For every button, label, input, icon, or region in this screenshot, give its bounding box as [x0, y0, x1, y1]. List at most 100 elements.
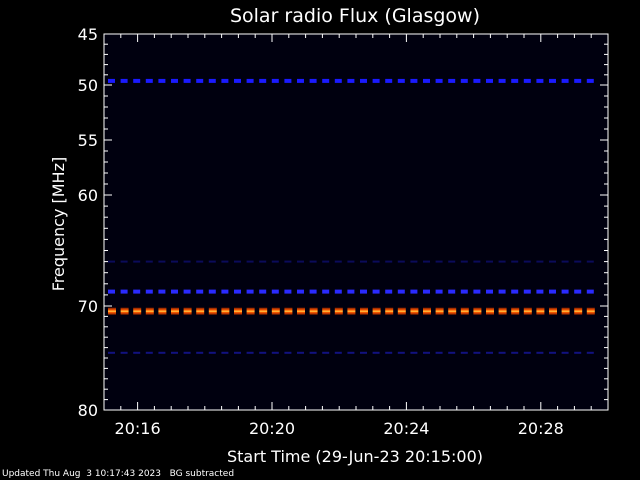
band-segment [208, 78, 216, 83]
band-segment-strong [183, 307, 192, 315]
band-segment [448, 289, 456, 294]
band-segment [523, 78, 531, 83]
band-segment [120, 78, 128, 83]
band-segment-strong [271, 307, 280, 315]
band-segment [145, 260, 153, 263]
band-segment [435, 78, 443, 83]
band-segment [523, 289, 531, 294]
band-segment [297, 78, 304, 83]
band-segment [586, 289, 594, 294]
band-segment [347, 260, 355, 263]
band-segment [196, 289, 204, 294]
band-segment [234, 289, 241, 294]
band-segment-strong [120, 307, 129, 315]
band-segment-strong [259, 307, 268, 315]
band-segment [448, 78, 456, 83]
band-segment-strong [246, 307, 255, 315]
band-segment [410, 78, 418, 83]
band-segment-strong [297, 307, 305, 315]
band-segment [196, 260, 204, 263]
band-segment [385, 260, 393, 263]
band-segment [334, 78, 342, 83]
band-segment [183, 260, 191, 263]
band-segment-strong [208, 307, 217, 315]
band-segment [549, 289, 556, 294]
footer-status: Updated Thu Aug 3 10:17:43 2023 BG subtr… [2, 469, 234, 479]
band-segment [322, 351, 330, 354]
band-segment-strong [523, 307, 532, 315]
band-segment [410, 351, 418, 354]
band-segment [271, 351, 279, 354]
band-segment [549, 78, 556, 83]
band-segment-strong [334, 307, 343, 315]
band-segment [334, 289, 342, 294]
band-segment [423, 289, 430, 294]
band-segment [460, 78, 468, 83]
band-segment [309, 78, 317, 83]
band-segment-strong [410, 307, 419, 315]
plot-area [104, 34, 608, 410]
band-segment-strong [309, 307, 318, 315]
band-segment [536, 289, 544, 294]
y-tick-label: 80 [78, 401, 98, 420]
band-segment [171, 351, 178, 354]
band-segment [284, 260, 292, 263]
band-segment [234, 351, 241, 354]
band-segment [511, 351, 519, 354]
band-segment [221, 78, 229, 83]
band-segment [322, 289, 330, 294]
band-segment [297, 289, 304, 294]
band-segment [120, 289, 128, 294]
x-tick-label: 20:24 [383, 419, 429, 438]
band-segment [271, 78, 279, 83]
band-segment-strong [486, 307, 494, 315]
band-segment [423, 78, 430, 83]
band-segment [423, 351, 430, 354]
band-segment [511, 260, 519, 263]
band-segment [322, 260, 330, 263]
band-segment [133, 289, 141, 294]
band-segment [221, 351, 229, 354]
x-tick-label: 20:20 [249, 419, 295, 438]
x-tick-label: 20:16 [115, 419, 161, 438]
band-segment [284, 351, 292, 354]
band-segment [347, 351, 355, 354]
band-segment [486, 260, 493, 263]
band-segment [145, 289, 153, 294]
band-segment [246, 260, 254, 263]
band-segment [234, 78, 241, 83]
band-segment [158, 289, 166, 294]
band-segment [309, 351, 317, 354]
band-segment [246, 78, 254, 83]
band-segment [574, 260, 582, 263]
band-segment-strong [561, 307, 570, 315]
band-segment-strong [385, 307, 394, 315]
band-segment [486, 78, 493, 83]
band-segment [158, 260, 166, 263]
band-segment [133, 351, 141, 354]
y-axis-label: Frequency [MHz] [49, 157, 68, 291]
band-segment [460, 260, 468, 263]
band-segment-strong [234, 307, 242, 315]
band-segment-strong [423, 307, 431, 315]
band-segment [498, 78, 506, 83]
updated-timestamp: Updated Thu Aug 3 10:17:43 2023 [2, 469, 162, 479]
band-segment [574, 351, 582, 354]
band-segment [171, 260, 178, 263]
band-segment [448, 260, 456, 263]
band-segment [473, 260, 481, 263]
band-segment [259, 289, 267, 294]
band-segment [347, 78, 355, 83]
y-tick-label: 70 [78, 297, 98, 316]
band-segment [171, 289, 178, 294]
y-axis: 45 50 55 60 70 80 [78, 25, 608, 420]
band-segment [385, 289, 393, 294]
band-segment-strong [574, 307, 583, 315]
background-note: BG subtracted [169, 469, 235, 479]
band-segment [397, 78, 405, 83]
y-tick-label: 60 [78, 186, 98, 205]
band-segment-strong [372, 307, 381, 315]
band-segment [586, 351, 594, 354]
band-segment [410, 289, 418, 294]
band-segment [120, 260, 128, 263]
